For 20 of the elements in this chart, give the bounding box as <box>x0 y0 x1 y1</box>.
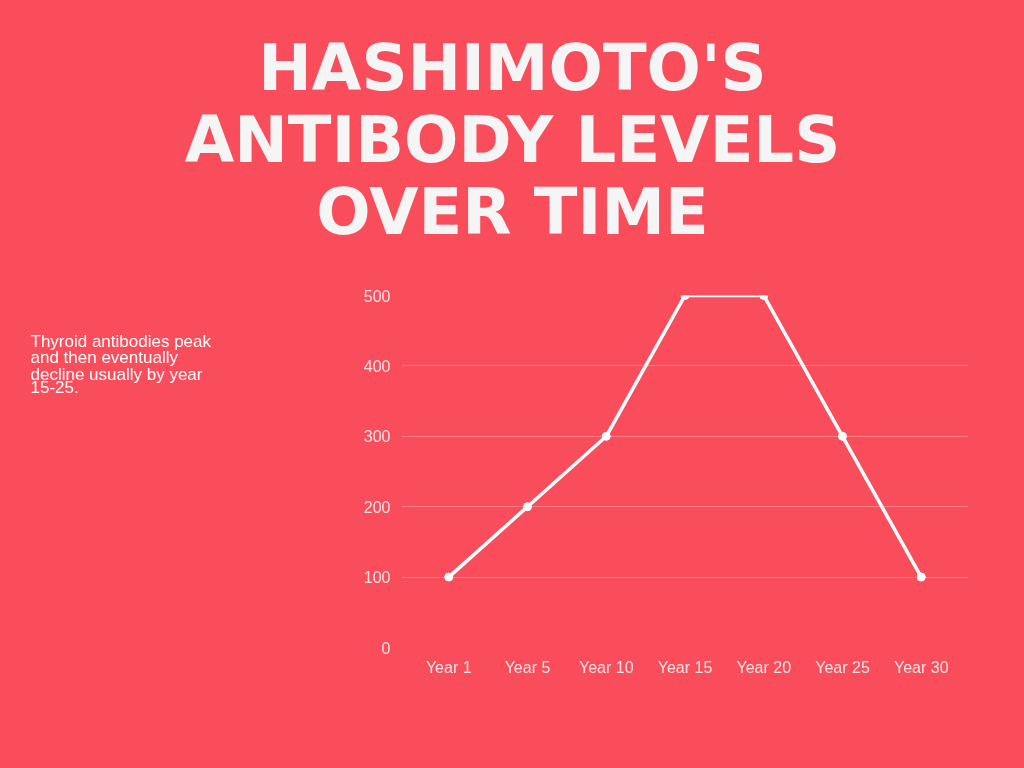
x-tick-label: Year 30 <box>893 658 949 676</box>
point <box>838 431 847 441</box>
y-tick-label: 300 <box>363 428 391 446</box>
chart-title: HASHIMOTO'S ANTIBODY LEVELS OVER TIME <box>184 30 841 249</box>
x-tick-label: Year 15 <box>657 658 713 676</box>
x-tick-label: Year 25 <box>815 658 870 676</box>
point <box>444 572 454 582</box>
x-tick-label: Year 1 <box>425 658 472 676</box>
point <box>601 431 611 441</box>
x-tick-label: Year 5 <box>504 658 551 676</box>
y-tick-label: 400 <box>363 357 391 375</box>
x-tick-label: Year 20 <box>736 658 792 676</box>
y-tick-label: 100 <box>363 569 391 587</box>
y-tick-label: 200 <box>363 498 391 516</box>
point <box>523 502 532 512</box>
y-tick-label: 0 <box>381 639 391 657</box>
y-tick-label: 500 <box>363 287 391 305</box>
point <box>916 572 926 582</box>
text: Thyroid antibodies peak and then eventually decline usually by year 15-25. <box>30 331 212 398</box>
x-tick-label: Year 10 <box>578 658 634 676</box>
